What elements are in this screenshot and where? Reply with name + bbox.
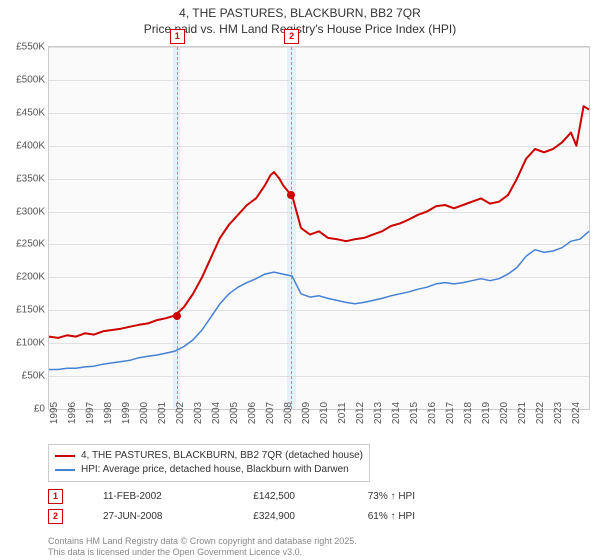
series-hpi xyxy=(49,231,589,369)
footer-line-2: This data is licensed under the Open Gov… xyxy=(48,547,357,558)
x-axis-label: 2011 xyxy=(337,402,348,424)
y-axis-label: £150K xyxy=(16,305,45,316)
x-axis-label: 2015 xyxy=(409,402,420,424)
x-axis-label: 2023 xyxy=(553,402,564,424)
title-line-2: Price paid vs. HM Land Registry's House … xyxy=(0,22,600,38)
legend-swatch-hpi xyxy=(55,469,75,471)
y-axis-label: £250K xyxy=(16,239,45,250)
sale-point xyxy=(287,191,295,199)
x-axis-label: 1998 xyxy=(103,402,114,424)
sales-hpi-2: 61% ↑ HPI xyxy=(335,511,415,522)
x-axis-label: 2010 xyxy=(319,402,330,424)
y-axis-label: £400K xyxy=(16,140,45,151)
x-axis-label: 2019 xyxy=(481,402,492,424)
y-axis-label: £350K xyxy=(16,173,45,184)
legend-item-hpi: HPI: Average price, detached house, Blac… xyxy=(55,463,363,477)
legend-item-property: 4, THE PASTURES, BLACKBURN, BB2 7QR (det… xyxy=(55,449,363,463)
x-axis-label: 2014 xyxy=(391,402,402,424)
sale-marker-1: 1 xyxy=(170,29,185,44)
y-axis-label: £200K xyxy=(16,272,45,283)
sales-price-1: £142,500 xyxy=(225,491,295,502)
sales-price-2: £324,900 xyxy=(225,511,295,522)
x-axis-label: 1995 xyxy=(49,402,60,424)
sales-hpi-1: 73% ↑ HPI xyxy=(335,491,415,502)
x-axis-label: 2020 xyxy=(499,402,510,424)
legend-swatch-property xyxy=(55,455,75,457)
series-property xyxy=(49,106,589,338)
x-axis-label: 1996 xyxy=(67,402,78,424)
title-line-1: 4, THE PASTURES, BLACKBURN, BB2 7QR xyxy=(0,6,600,22)
x-axis-label: 2007 xyxy=(265,402,276,424)
y-axis-label: £100K xyxy=(16,338,45,349)
y-axis-label: £450K xyxy=(16,107,45,118)
chart-footer: Contains HM Land Registry data © Crown c… xyxy=(48,536,357,559)
x-axis-label: 1999 xyxy=(121,402,132,424)
chart-legend: 4, THE PASTURES, BLACKBURN, BB2 7QR (det… xyxy=(48,444,370,482)
x-axis-label: 2009 xyxy=(301,402,312,424)
sales-marker-2: 2 xyxy=(48,509,63,524)
x-axis-label: 2006 xyxy=(247,402,258,424)
y-axis-label: £550K xyxy=(16,42,45,53)
sale-marker-2: 2 xyxy=(284,29,299,44)
x-axis-label: 1997 xyxy=(85,402,96,424)
x-axis-label: 2021 xyxy=(517,402,528,424)
sales-table: 1 11-FEB-2002 £142,500 73% ↑ HPI 2 27-JU… xyxy=(48,486,415,526)
y-axis-label: £0 xyxy=(34,404,45,415)
y-axis-label: £500K xyxy=(16,74,45,85)
x-axis-label: 2017 xyxy=(445,402,456,424)
x-axis-label: 2005 xyxy=(229,402,240,424)
x-axis-label: 2012 xyxy=(355,402,366,424)
y-axis-label: £50K xyxy=(22,371,45,382)
footer-line-1: Contains HM Land Registry data © Crown c… xyxy=(48,536,357,547)
chart-svg xyxy=(49,47,589,409)
sale-point xyxy=(173,312,181,320)
legend-label-hpi: HPI: Average price, detached house, Blac… xyxy=(81,463,349,477)
sales-row-2: 2 27-JUN-2008 £324,900 61% ↑ HPI xyxy=(48,506,415,526)
x-axis-label: 2004 xyxy=(211,402,222,424)
chart-plot-area: £0£50K£100K£150K£200K£250K£300K£350K£400… xyxy=(48,46,590,410)
sales-date-2: 27-JUN-2008 xyxy=(103,511,185,522)
x-axis-label: 2024 xyxy=(571,402,582,424)
x-axis-label: 2008 xyxy=(283,402,294,424)
x-axis-label: 2022 xyxy=(535,402,546,424)
chart-title: 4, THE PASTURES, BLACKBURN, BB2 7QR Pric… xyxy=(0,0,600,37)
y-axis-label: £300K xyxy=(16,206,45,217)
chart-container: 4, THE PASTURES, BLACKBURN, BB2 7QR Pric… xyxy=(0,0,600,560)
x-axis-label: 2003 xyxy=(193,402,204,424)
x-axis-label: 2013 xyxy=(373,402,384,424)
x-axis-label: 2000 xyxy=(139,402,150,424)
legend-label-property: 4, THE PASTURES, BLACKBURN, BB2 7QR (det… xyxy=(81,449,363,463)
sales-row-1: 1 11-FEB-2002 £142,500 73% ↑ HPI xyxy=(48,486,415,506)
x-axis-label: 2002 xyxy=(175,402,186,424)
x-axis-label: 2018 xyxy=(463,402,474,424)
sales-date-1: 11-FEB-2002 xyxy=(103,491,185,502)
x-axis-label: 2016 xyxy=(427,402,438,424)
sales-marker-1: 1 xyxy=(48,489,63,504)
x-axis-label: 2001 xyxy=(157,402,168,424)
